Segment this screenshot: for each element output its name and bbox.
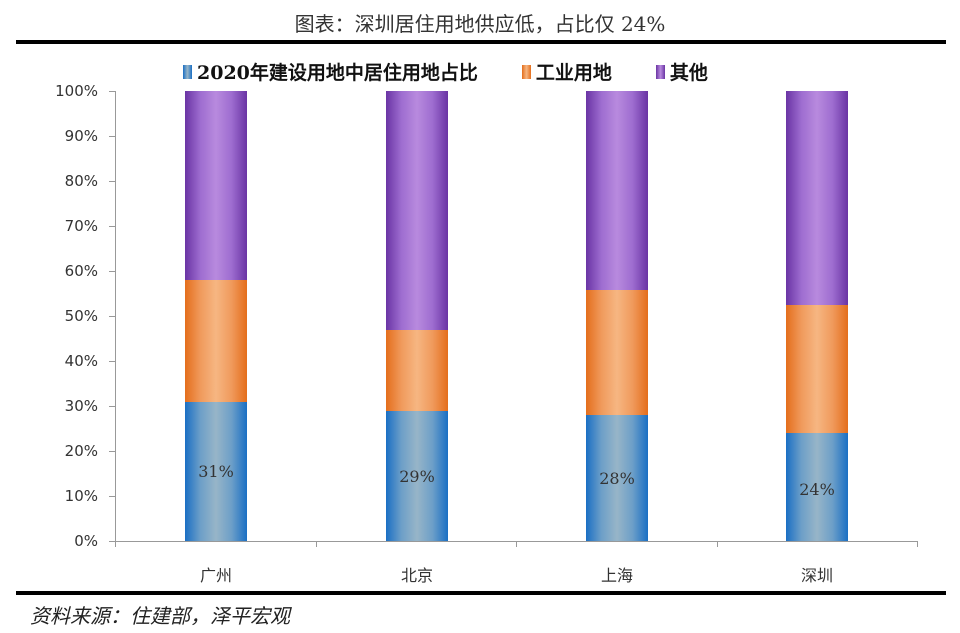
y-tick-label: 20%: [64, 442, 98, 460]
data-label: 24%: [799, 480, 835, 499]
bar-shanghai: [586, 91, 648, 541]
x-category-label: 北京: [400, 566, 433, 585]
y-tickmark: [109, 271, 115, 272]
bar-segment-residential: [386, 411, 448, 541]
bar-segment-other: [786, 91, 848, 305]
data-label: 31%: [198, 462, 234, 481]
y-tick-label: 100%: [55, 82, 98, 100]
y-tick-label: 90%: [64, 127, 98, 145]
source-note: 资料来源：住建部，泽平宏观: [30, 604, 290, 628]
y-tickmark: [109, 226, 115, 227]
y-tickmark: [109, 496, 115, 497]
bar-segment-industrial: [386, 330, 448, 411]
y-tick-label: 40%: [64, 352, 98, 370]
y-tick-label: 60%: [64, 262, 98, 280]
y-tickmark: [109, 361, 115, 362]
x-category-label: 广州: [199, 566, 232, 585]
x-tickmark: [516, 541, 517, 547]
legend-label: 工业用地: [535, 62, 612, 84]
bar-guangzhou: [185, 91, 247, 541]
y-tickmark: [109, 316, 115, 317]
bottom-divider: [16, 591, 946, 595]
legend-swatch-blue-icon: [183, 64, 192, 79]
bar-segment-other: [386, 91, 448, 330]
bar-segment-residential: [786, 433, 848, 541]
x-category-label: 深圳: [800, 566, 833, 585]
data-label: 28%: [599, 469, 635, 488]
chart-title: 图表：深圳居住用地供应低，占比仅 24%: [294, 12, 666, 36]
legend-label: 其他: [669, 62, 708, 84]
legend-label: 2020年建设用地中居住用地占比: [197, 62, 478, 84]
top-divider: [16, 40, 946, 44]
y-tickmark: [109, 136, 115, 137]
bar-beijing: [386, 91, 448, 541]
bar-segment-residential: [586, 415, 648, 541]
y-tickmark: [109, 91, 115, 92]
y-axis: [115, 91, 116, 542]
y-tick-label: 80%: [64, 172, 98, 190]
x-tickmark: [316, 541, 317, 547]
x-tickmark: [717, 541, 718, 547]
legend-swatch-purple-icon: [655, 64, 665, 79]
bar-segment-industrial: [185, 280, 247, 402]
legend-item-industrial: 工业用地: [521, 58, 612, 85]
bar-segment-other: [586, 91, 648, 290]
x-tickmark: [917, 541, 918, 547]
y-tickmark: [109, 406, 115, 407]
x-tickmark: [115, 541, 116, 547]
y-tickmark: [109, 541, 115, 542]
y-tickmark: [109, 451, 115, 452]
y-tick-label: 30%: [64, 397, 98, 415]
bar-segment-other: [185, 91, 247, 280]
y-tick-label: 70%: [64, 217, 98, 235]
bar-segment-industrial: [786, 305, 848, 433]
x-category-label: 上海: [600, 566, 633, 585]
legend-item-residential: 2020年建设用地中居住用地占比: [183, 58, 478, 85]
bar-shenzhen: [786, 91, 848, 541]
legend-swatch-orange-icon: [521, 64, 531, 79]
y-tick-label: 10%: [64, 487, 98, 505]
legend-item-other: 其他: [655, 58, 708, 85]
legend: 2020年建设用地中居住用地占比 工业用地 其他: [183, 58, 752, 85]
bar-segment-residential: [185, 402, 247, 541]
y-tick-label: 50%: [64, 307, 98, 325]
y-tick-label: 0%: [74, 532, 98, 550]
data-label: 29%: [399, 467, 435, 486]
bar-segment-industrial: [586, 290, 648, 415]
y-tickmark: [109, 181, 115, 182]
